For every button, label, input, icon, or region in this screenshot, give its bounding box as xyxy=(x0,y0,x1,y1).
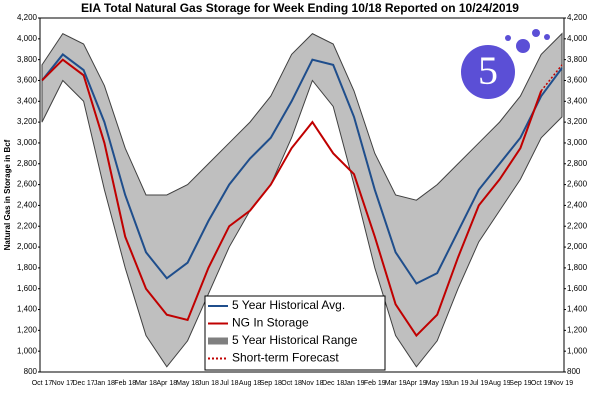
y2-tick-label: 1,000 xyxy=(567,346,588,355)
x-tick-label: Aug 18 xyxy=(239,380,261,387)
y-tick-label: 2,600 xyxy=(17,180,38,189)
logo-text: 5 xyxy=(478,48,498,93)
logo: 5 xyxy=(461,29,550,99)
y-tick-label: 3,600 xyxy=(17,76,38,85)
x-tick-label: Jun 19 xyxy=(447,380,468,387)
logo-dot xyxy=(505,35,511,41)
y2-tick-label: 1,800 xyxy=(567,263,588,272)
y2-tick-label: 2,600 xyxy=(567,180,588,189)
x-tick-label: Jul 19 xyxy=(469,380,488,387)
series-line xyxy=(41,53,563,285)
x-tick-label: Feb 18 xyxy=(114,380,136,387)
x-tick-label: Oct 17 xyxy=(32,380,53,387)
x-tick-label: May 18 xyxy=(176,380,199,387)
x-tick-label: Oct 19 xyxy=(531,380,552,387)
x-tick-label: Oct 18 xyxy=(281,380,302,387)
plot-border xyxy=(39,17,565,373)
y2-tick-label: 1,600 xyxy=(567,284,588,293)
x-tick-label: Apr 18 xyxy=(156,380,177,387)
legend-label: Short-term Forecast xyxy=(232,351,339,365)
logo-dot xyxy=(544,34,550,40)
logo-dot xyxy=(532,29,540,37)
x-tick-label: Apr 19 xyxy=(406,380,427,387)
y-tick-label: 1,200 xyxy=(17,325,38,334)
legend: 5 Year Historical Avg. NG In Storage 5 Yea… xyxy=(204,295,386,371)
chart-title: EIA Total Natural Gas Storage for Week E… xyxy=(81,1,519,15)
series-line xyxy=(540,64,563,92)
x-tick-label: Feb 19 xyxy=(364,380,386,387)
y-tick-label: 1,400 xyxy=(17,305,38,314)
y-tick-label: 2,800 xyxy=(17,159,38,168)
y-tick-label: 4,000 xyxy=(17,34,38,43)
x-tick-label: Jul 18 xyxy=(220,380,239,387)
y2-tick-label: 1,400 xyxy=(567,305,588,314)
x-tick-label: Sep 19 xyxy=(509,380,531,387)
y2-tick-label: 3,400 xyxy=(567,96,588,105)
y-tick-label: 2,000 xyxy=(17,242,38,251)
y-axis-label: Natural Gas in Storage in Bcf xyxy=(3,139,12,250)
y2-tick-label: 2,400 xyxy=(567,201,588,210)
y-tick-label: 2,200 xyxy=(17,221,38,230)
legend-label: 5 Year Historical Range xyxy=(232,333,358,347)
legend-label: 5 Year Historical Avg. xyxy=(232,298,345,312)
y-tick-label: 1,800 xyxy=(17,263,38,272)
y-tick-label: 2,400 xyxy=(17,201,38,210)
range-band xyxy=(41,32,563,368)
x-tick-label: Mar 18 xyxy=(135,380,157,387)
y-tick-label: 3,000 xyxy=(17,138,38,147)
y-tick-label: 3,200 xyxy=(17,117,38,126)
y2-tick-label: 3,800 xyxy=(567,55,588,64)
x-tick-label: Nov 19 xyxy=(551,380,573,387)
y2-tick-label: 4,000 xyxy=(567,34,588,43)
series-line xyxy=(41,58,543,338)
x-tick-label: Nov 18 xyxy=(301,380,323,387)
x-tick-label: Jan 19 xyxy=(343,380,364,387)
y2-tick-label: 2,200 xyxy=(567,221,588,230)
x-tick-label: Aug 19 xyxy=(489,380,511,387)
x-tick-label: Jun 18 xyxy=(198,380,219,387)
y-tick-label: 800 xyxy=(24,367,38,376)
y-tick-label: 1,000 xyxy=(17,346,38,355)
y2-tick-label: 3,600 xyxy=(567,76,588,85)
legend-label: NG In Storage xyxy=(232,316,309,330)
y2-tick-label: 4,200 xyxy=(567,13,588,22)
y-tick-label: 3,400 xyxy=(17,96,38,105)
y2-tick-label: 800 xyxy=(567,367,581,376)
y-tick-label: 3,800 xyxy=(17,55,38,64)
x-tick-label: Dec 17 xyxy=(73,380,95,387)
x-tick-label: Nov 17 xyxy=(52,380,74,387)
y-tick-label: 4,200 xyxy=(17,13,38,22)
x-tick-label: Mar 19 xyxy=(385,380,407,387)
legend-box xyxy=(204,295,386,371)
y-tick-label: 1,600 xyxy=(17,284,38,293)
y2-tick-label: 1,200 xyxy=(567,325,588,334)
x-tick-label: Dec 18 xyxy=(322,380,344,387)
logo-circle xyxy=(461,45,515,99)
x-tick-label: Jan 18 xyxy=(94,380,115,387)
y2-tick-label: 2,000 xyxy=(567,242,588,251)
y2-tick-label: 2,800 xyxy=(567,159,588,168)
y2-tick-label: 3,000 xyxy=(567,138,588,147)
y2-tick-label: 3,200 xyxy=(567,117,588,126)
x-tick-label: May 19 xyxy=(426,380,449,387)
logo-dot xyxy=(516,39,530,53)
x-tick-label: Sep 18 xyxy=(260,380,282,387)
